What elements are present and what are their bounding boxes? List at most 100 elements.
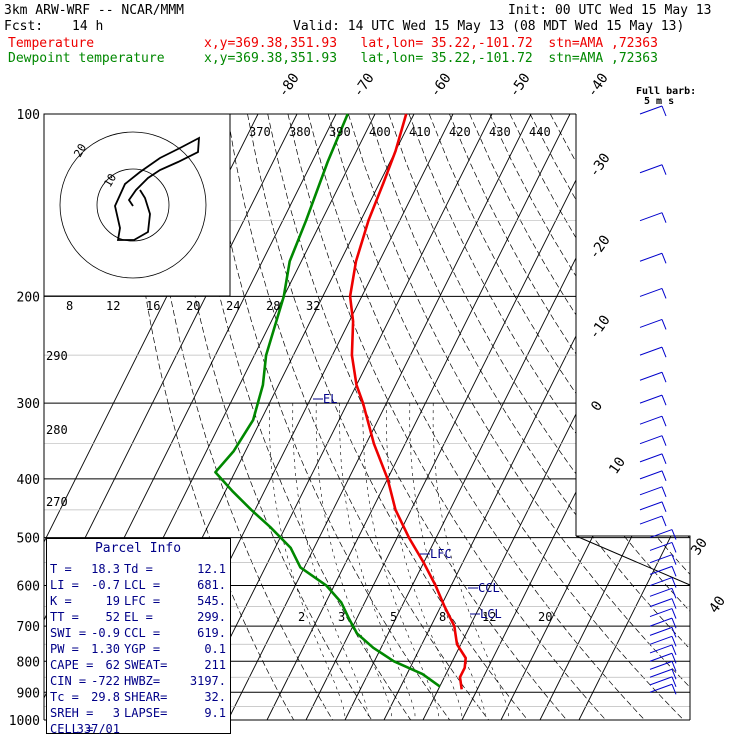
dry-adiabat [469,114,690,720]
dry-adiabat-label: 270 [46,495,68,509]
theta-e-label: 420 [449,125,471,139]
wind-barb-flag [671,684,677,695]
model-title: 3km ARW-WRF -- NCAR/MMM [4,3,185,18]
parcel-info-cell: SREH = [50,706,93,720]
wind-barb-shaft [649,587,673,597]
wind-barb-shaft [649,617,673,627]
parcel-info-panel: Parcel Info T = 18.3 Td = 12.1 LI = -0.7 LCL = 6… [46,538,231,736]
wind-barb [649,683,677,695]
parcel-info-cell: CCL = [124,626,160,640]
dry-adiabat [206,114,450,720]
wind-barb [649,598,677,609]
wind-barb-shaft [649,577,673,587]
parcel-annotation: CCL [478,581,500,595]
wind-barb-flag [671,542,677,553]
pressure-tick-label: 400 [17,473,40,488]
pressure-tick-label: 600 [17,580,40,595]
isotherm-label: -80 [275,70,303,100]
theta-e-label: 400 [369,125,391,139]
isotherm-label: -40 [584,70,612,100]
wind-barb [649,660,677,672]
wind-barb-shaft [639,105,663,115]
parcel-info-cell: LCL = [124,578,160,592]
wind-barb-flag [671,577,677,588]
temperature-line [348,113,468,690]
wind-barb [639,318,667,330]
isotherm-label: 0 [588,398,606,414]
forecast-label: Fcst: [4,19,44,34]
wind-barb [639,371,667,383]
parcel-info-cell: 19 [106,594,120,608]
wind-barb [649,652,677,664]
wind-barb-shaft [639,287,663,297]
dewpoint-location: x,y=369.38,351.93 lat,lon= 35.22,-101.72… [204,51,658,66]
theta-e-label: 390 [329,125,351,139]
wind-barb-flag [671,669,677,680]
parcel-info-cell: -0.7 [91,578,120,592]
wind-barb [639,105,667,117]
barb-key-title: Full barb: [636,86,696,97]
wind-barb [639,415,667,427]
wind-barb [639,212,667,223]
wind-barb-flag [661,501,667,513]
parcel-info-cell: 18.3 [91,562,120,576]
parcel-info-cell: 545. [197,594,226,608]
parcel-info-cell: SHEAR= [124,690,167,704]
parcel-info-cell: CIN = [50,674,86,688]
wind-barb-flag [661,486,667,497]
parcel-info-cell: YGP = [124,642,160,656]
moist-adiabat [432,403,510,720]
wind-barb-flag [671,608,677,619]
parcel-info-cell: 3197. [190,674,226,688]
isotherm-label: -30 [586,150,614,180]
wind-barb-shaft [649,668,673,678]
wind-barb-flag [671,627,677,638]
dewpoint-line [214,113,441,688]
temperature-legend: Temperature [8,36,95,51]
wind-barb-flag [671,598,677,609]
isotherm-label: 40 [706,593,729,616]
mixing-ratio-label: 2 [298,610,305,624]
parcel-info-cell: -722 [91,674,120,688]
wind-barb [639,164,667,175]
wind-barb-flag [661,253,667,264]
wind-barb-shaft [639,252,663,262]
parcel-info-cell: 299. [197,610,226,624]
wind-barb-flag [661,164,667,175]
wind-barb-flag [661,372,667,383]
wind-barb-flag [671,588,677,599]
parcel-info-cell: TT = [50,610,79,624]
isotherm-line [266,114,571,720]
parcel-info-cell: LAPSE= [124,706,167,720]
wind-barb [639,435,667,446]
dewpoint-legend: Dewpoint temperature [8,51,165,66]
wind-barb [649,635,677,647]
diagonal-frame [575,535,691,586]
isotherm-line [188,114,493,720]
wind-barb [639,252,667,264]
wind-barb [649,541,677,553]
wind-speed-label: 16 [146,299,160,313]
wind-barb-shaft [639,371,663,381]
parcel-info-frame [46,538,231,734]
isotherm-label: -20 [586,232,614,262]
wind-barb-flag [671,653,677,664]
parcel-info-cell: 0.1 [204,642,226,656]
parcel-info-cell: 12.1 [197,562,226,576]
dry-adiabat-label: 290 [46,349,68,363]
pressure-tick-label: 300 [17,397,40,412]
wind-barb [639,346,667,358]
wind-barb [649,626,677,638]
parcel-info-cell: 62 [106,658,120,672]
wind-barb-shaft [639,318,663,328]
wind-barb-shaft [639,470,663,480]
barb-key-units: 5 m s [644,96,674,107]
dry-adiabat [489,114,690,720]
wind-barb [639,501,667,513]
parcel-annotation: LFC [430,547,452,561]
wind-barb [649,577,677,588]
isotherm-label: -70 [350,70,378,100]
wind-barb-shaft [649,652,673,662]
wind-speed-label: 24 [226,299,240,313]
